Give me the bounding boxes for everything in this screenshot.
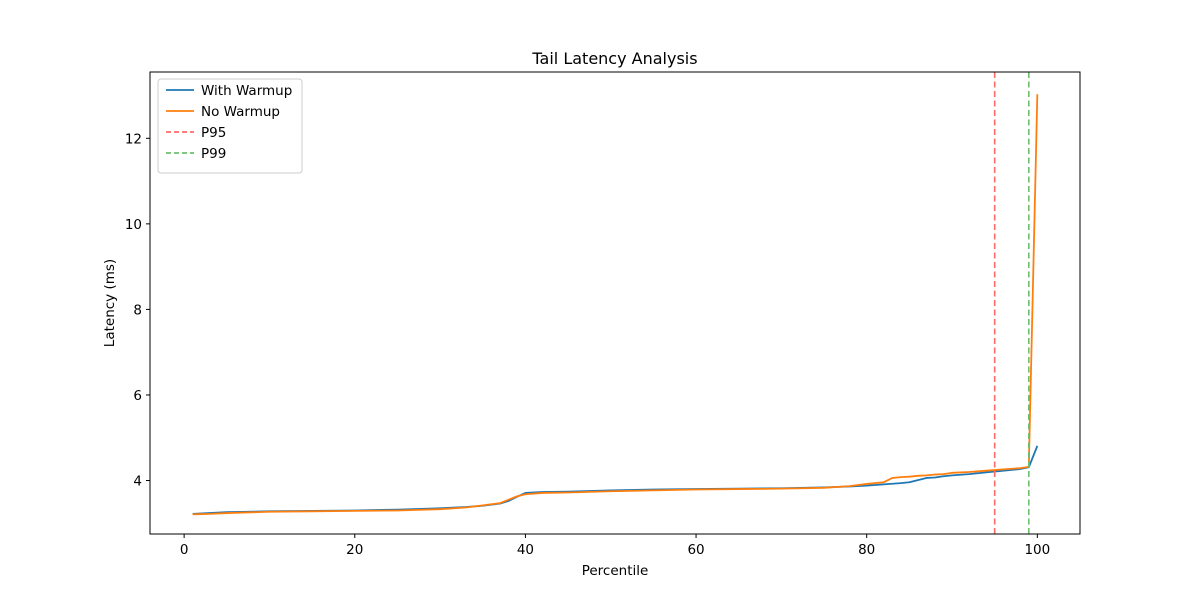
x-tick-label: 0 xyxy=(180,542,189,558)
y-tick-label: 12 xyxy=(125,131,142,147)
legend-label-with-warmup: With Warmup xyxy=(201,83,292,99)
y-tick-label: 4 xyxy=(133,474,142,490)
legend-label-p95: P95 xyxy=(201,125,226,141)
x-tick-label: 40 xyxy=(517,542,534,558)
y-tick-label: 6 xyxy=(133,388,142,404)
no-warmup-series-line xyxy=(192,94,1039,516)
y-tick-label: 10 xyxy=(125,217,142,233)
x-tick-label: 60 xyxy=(687,542,704,558)
x-tick-label: 20 xyxy=(346,542,363,558)
with-warmup-series-line xyxy=(192,445,1039,515)
x-axis-label: Percentile xyxy=(582,563,649,579)
chart-title: Tail Latency Analysis xyxy=(531,49,697,68)
legend: With Warmup No Warmup P95 P99 xyxy=(157,78,303,174)
y-axis-label: Latency (ms) xyxy=(102,259,118,347)
legend-label-no-warmup: No Warmup xyxy=(201,104,280,120)
x-tick-label: 100 xyxy=(1024,542,1050,558)
plot-frame xyxy=(149,71,1081,535)
y-tick-label: 8 xyxy=(133,302,142,318)
legend-label-p99: P99 xyxy=(201,146,226,162)
legend-box xyxy=(157,78,303,174)
x-tick-label: 80 xyxy=(858,542,875,558)
